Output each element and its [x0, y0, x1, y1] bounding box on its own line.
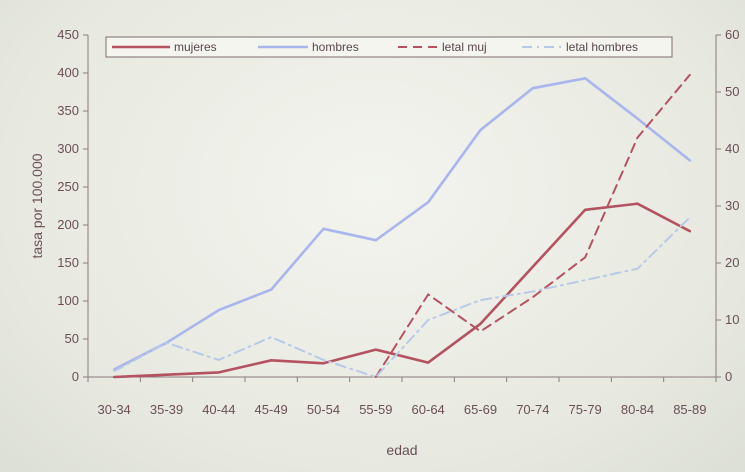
legend-label: letal hombres — [566, 40, 638, 54]
x-tick-label: 35-39 — [150, 402, 183, 417]
x-tick-label: 85-89 — [673, 402, 706, 417]
left-tick-label: 450 — [57, 27, 79, 42]
x-tick-label: 45-49 — [255, 402, 288, 417]
left-tick-label: 50 — [65, 331, 79, 346]
x-tick-label: 70-74 — [516, 402, 549, 417]
left-tick-label: 100 — [57, 293, 79, 308]
legend-label: hombres — [312, 40, 359, 54]
left-tick-label: 400 — [57, 65, 79, 80]
series-line-0 — [112, 202, 692, 379]
legend-label: mujeres — [174, 40, 217, 54]
x-tick-label: 55-59 — [359, 402, 392, 417]
legend-box — [105, 36, 673, 58]
x-tick-label: 40-44 — [202, 402, 235, 417]
x-tick-label: 80-84 — [621, 402, 654, 417]
left-tick-labels: 0 50 100 150 200 250 300 350 400 450 — [57, 27, 88, 384]
x-tick-labels: 30-34 35-39 40-44 45-49 50-54 55-59 60-64 65-69… — [87, 377, 717, 417]
legend: mujeres hombres letal muj letal hombres — [105, 36, 673, 58]
left-tick-label: 300 — [57, 141, 79, 156]
left-tick-label: 350 — [57, 103, 79, 118]
right-tick-label: 60 — [725, 27, 739, 42]
series-line-2 — [374, 73, 691, 378]
left-tick-label: 0 — [72, 369, 79, 384]
right-tick-label: 50 — [725, 84, 739, 99]
x-tick-label: 60-64 — [412, 402, 445, 417]
x-tick-label: 50-54 — [307, 402, 340, 417]
x-tick-label: 65-69 — [464, 402, 497, 417]
series-line-3 — [113, 216, 691, 378]
right-tick-label: 40 — [725, 141, 739, 156]
left-tick-label: 200 — [57, 217, 79, 232]
y-axis-title: tasa por 100.000 — [29, 153, 45, 258]
right-tick-label: 10 — [725, 312, 739, 327]
x-tick-label: 30-34 — [98, 402, 131, 417]
right-tick-labels: 0 10 20 30 40 50 60 — [716, 27, 739, 384]
series-line-1 — [112, 77, 692, 371]
legend-label: letal muj — [442, 40, 487, 54]
series-layer — [112, 73, 692, 379]
right-tick-label: 20 — [725, 255, 739, 270]
right-tick-label: 0 — [725, 369, 732, 384]
left-tick-label: 150 — [57, 255, 79, 270]
left-tick-label: 250 — [57, 179, 79, 194]
x-axis-title: edad — [386, 442, 417, 458]
right-tick-label: 30 — [725, 198, 739, 213]
x-tick-label: 75-79 — [569, 402, 602, 417]
